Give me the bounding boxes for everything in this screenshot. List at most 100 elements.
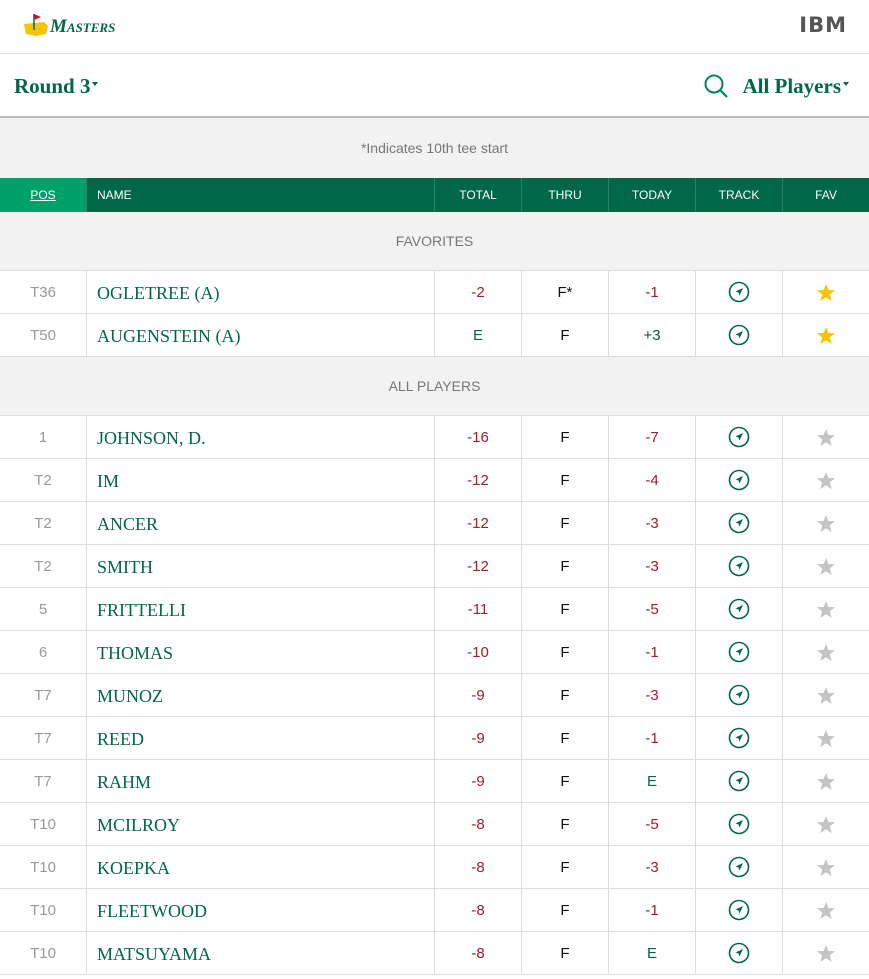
track-button[interactable] <box>695 717 782 759</box>
cell-name[interactable]: FLEETWOOD <box>86 889 434 931</box>
cell-name[interactable]: IM <box>86 459 434 501</box>
cell-today: -1 <box>608 717 695 759</box>
search-button[interactable] <box>703 73 729 99</box>
cell-name[interactable]: MCILROY <box>86 803 434 845</box>
round-label: Round 3 <box>14 74 91 98</box>
section-header: ALL PLAYERS <box>0 357 869 416</box>
cell-total: -12 <box>434 502 521 544</box>
track-button[interactable] <box>695 760 782 802</box>
favorite-button[interactable] <box>782 631 869 673</box>
cell-total: -8 <box>434 846 521 888</box>
favorite-button[interactable] <box>782 889 869 931</box>
column-header: TODAY <box>608 178 695 212</box>
favorite-button[interactable] <box>782 846 869 888</box>
player-row[interactable]: T50 AUGENSTEIN (A) E F +3 <box>0 314 869 357</box>
player-row[interactable]: T2 IM -12 F -4 <box>0 459 869 502</box>
cell-pos: T50 <box>30 326 56 344</box>
cell-name[interactable]: RAHM <box>86 760 434 802</box>
player-filter[interactable]: All Players <box>742 74 849 99</box>
cell-today: -1 <box>608 271 695 313</box>
favorite-button[interactable] <box>782 502 869 544</box>
player-row[interactable]: T36 OGLETREE (A) -2 F* -1 <box>0 271 869 314</box>
cell-thru: F <box>521 846 608 888</box>
cell-name[interactable]: MATSUYAMA <box>86 932 434 974</box>
cell-total: -16 <box>434 416 521 458</box>
note: *Indicates 10th tee start <box>0 118 869 178</box>
cell-thru: F <box>521 717 608 759</box>
player-row[interactable]: T2 ANCER -12 F -3 <box>0 502 869 545</box>
cell-name[interactable]: MUNOZ <box>86 674 434 716</box>
player-row[interactable]: T10 MCILROY -8 F -5 <box>0 803 869 846</box>
cell-total: -8 <box>434 803 521 845</box>
player-row[interactable]: T7 RAHM -9 F E <box>0 760 869 803</box>
cell-total: -12 <box>434 545 521 587</box>
favorite-button[interactable] <box>782 717 869 759</box>
cell-today: -3 <box>608 545 695 587</box>
logo-text[interactable]: Masters <box>50 16 116 37</box>
logo-icon <box>24 14 48 36</box>
cell-total: -8 <box>434 889 521 931</box>
column-header: TRACK <box>695 178 782 212</box>
cell-total: -11 <box>434 588 521 630</box>
player-row[interactable]: T10 MATSUYAMA -8 F E <box>0 932 869 975</box>
cell-total: E <box>434 314 521 356</box>
favorite-button[interactable] <box>782 588 869 630</box>
cell-pos: T2 <box>34 471 52 489</box>
favorite-button[interactable] <box>782 803 869 845</box>
favorite-button[interactable] <box>782 760 869 802</box>
track-button[interactable] <box>695 545 782 587</box>
favorite-button[interactable] <box>782 314 869 356</box>
track-button[interactable] <box>695 932 782 974</box>
track-button[interactable] <box>695 631 782 673</box>
round-selector[interactable]: Round 3 <box>14 74 99 99</box>
cell-name[interactable]: JOHNSON, D. <box>86 416 434 458</box>
cell-name[interactable]: AUGENSTEIN (A) <box>86 314 434 356</box>
favorite-button[interactable] <box>782 932 869 974</box>
player-row[interactable]: 1 JOHNSON, D. -16 F -7 <box>0 416 869 459</box>
cell-total: -9 <box>434 717 521 759</box>
cell-name[interactable]: OGLETREE (A) <box>86 271 434 313</box>
cell-name[interactable]: THOMAS <box>86 631 434 673</box>
cell-name[interactable]: KOEPKA <box>86 846 434 888</box>
player-row[interactable]: 5 FRITTELLI -11 F -5 <box>0 588 869 631</box>
cell-name[interactable]: REED <box>86 717 434 759</box>
favorite-button[interactable] <box>782 545 869 587</box>
favorite-button[interactable] <box>782 271 869 313</box>
player-row[interactable]: 6 THOMAS -10 F -1 <box>0 631 869 674</box>
favorite-button[interactable] <box>782 416 869 458</box>
column-header: THRU <box>521 178 608 212</box>
player-row[interactable]: T2 SMITH -12 F -3 <box>0 545 869 588</box>
cell-thru: F <box>521 459 608 501</box>
player-row[interactable]: T10 KOEPKA -8 F -3 <box>0 846 869 889</box>
cell-thru: F <box>521 314 608 356</box>
cell-today: -7 <box>608 416 695 458</box>
cell-today: E <box>608 932 695 974</box>
track-button[interactable] <box>695 459 782 501</box>
track-button[interactable] <box>695 502 782 544</box>
cell-total: -10 <box>434 631 521 673</box>
cell-thru: F* <box>521 271 608 313</box>
track-button[interactable] <box>695 416 782 458</box>
track-button[interactable] <box>695 889 782 931</box>
track-button[interactable] <box>695 803 782 845</box>
track-button[interactable] <box>695 271 782 313</box>
favorite-button[interactable] <box>782 459 869 501</box>
track-button[interactable] <box>695 314 782 356</box>
favorite-button[interactable] <box>782 674 869 716</box>
cell-total: -9 <box>434 674 521 716</box>
player-row[interactable]: T7 REED -9 F -1 <box>0 717 869 760</box>
track-button[interactable] <box>695 588 782 630</box>
cell-today: -4 <box>608 459 695 501</box>
column-header[interactable]: POS <box>0 178 86 212</box>
cell-pos: T10 <box>30 944 56 962</box>
table-header: POS NAME TOTAL THRU TODAY TRACK FAV <box>0 178 869 212</box>
cell-pos: T7 <box>34 686 52 704</box>
cell-name[interactable]: ANCER <box>86 502 434 544</box>
cell-thru: F <box>521 631 608 673</box>
cell-name[interactable]: FRITTELLI <box>86 588 434 630</box>
player-row[interactable]: T10 FLEETWOOD -8 F -1 <box>0 889 869 932</box>
track-button[interactable] <box>695 846 782 888</box>
track-button[interactable] <box>695 674 782 716</box>
cell-name[interactable]: SMITH <box>86 545 434 587</box>
player-row[interactable]: T7 MUNOZ -9 F -3 <box>0 674 869 717</box>
